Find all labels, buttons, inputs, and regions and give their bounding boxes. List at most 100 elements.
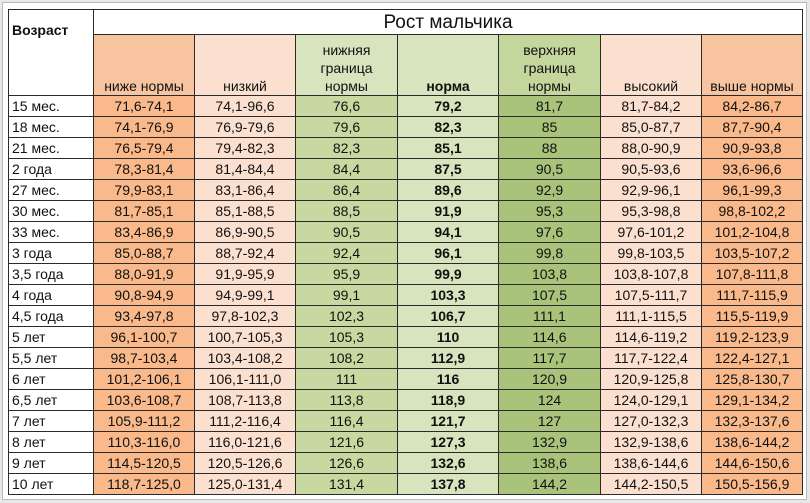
high-cell: 97,6-101,2 — [600, 221, 702, 243]
below-norm-cell: 114,5-120,5 — [93, 452, 195, 474]
table-row: 21 мес. 76,5-79,4 79,4-82,3 82,3 85,1 88 88,0-… — [8, 137, 803, 159]
high-cell: 107,5-111,7 — [600, 284, 702, 306]
lower-bound-cell: 121,6 — [295, 431, 398, 453]
age-cell: 4,5 года — [8, 305, 94, 327]
low-cell: 103,4-108,2 — [194, 347, 296, 369]
high-cell: 99,8-103,5 — [600, 242, 702, 264]
below-norm-cell: 105,9-111,2 — [93, 410, 195, 432]
age-cell: 5 лет — [8, 326, 94, 348]
header-upper-bound: верхняя граница нормы — [498, 34, 601, 96]
lower-bound-cell: 76,6 — [295, 95, 398, 117]
upper-bound-cell: 111,1 — [498, 305, 601, 327]
lower-bound-cell: 102,3 — [295, 305, 398, 327]
header-high: высокий — [600, 34, 702, 96]
norm-cell: 127,3 — [397, 431, 499, 453]
above-norm-cell: 111,7-115,9 — [701, 284, 803, 306]
upper-bound-cell: 92,9 — [498, 179, 601, 201]
low-cell: 74,1-96,6 — [194, 95, 296, 117]
norm-cell: 96,1 — [397, 242, 499, 264]
above-norm-cell: 132,3-137,6 — [701, 410, 803, 432]
lower-bound-cell: 131,4 — [295, 473, 398, 495]
norm-cell: 116 — [397, 368, 499, 390]
upper-bound-cell: 127 — [498, 410, 601, 432]
low-cell: 111,2-116,4 — [194, 410, 296, 432]
upper-bound-cell: 99,8 — [498, 242, 601, 264]
norm-cell: 79,2 — [397, 95, 499, 117]
table-row: 5,5 лет 98,7-103,4 103,4-108,2 108,2 112,9 11… — [8, 347, 803, 369]
header-low: низкий — [194, 34, 296, 96]
norm-cell: 99,9 — [397, 263, 499, 285]
high-cell: 124,0-129,1 — [600, 389, 702, 411]
below-norm-cell: 88,0-91,9 — [93, 263, 195, 285]
table-row: 33 мес. 83,4-86,9 86,9-90,5 90,5 94,1 97,6 97,… — [8, 221, 803, 243]
low-cell: 120,5-126,6 — [194, 452, 296, 474]
table-row: 3,5 года 88,0-91,9 91,9-95,9 95,9 99,9 103,8 1… — [8, 263, 803, 285]
norm-cell: 87,5 — [397, 158, 499, 180]
below-norm-cell: 76,5-79,4 — [93, 137, 195, 159]
age-cell: 6,5 лет — [8, 389, 94, 411]
table-row: 4 года 90,8-94,9 94,9-99,1 99,1 103,3 107,5 10… — [8, 284, 803, 306]
age-cell: 15 мес. — [8, 95, 94, 117]
above-norm-cell: 90,9-93,8 — [701, 137, 803, 159]
high-cell: 132,9-138,6 — [600, 431, 702, 453]
age-cell: 33 мес. — [8, 221, 94, 243]
upper-bound-cell: 107,5 — [498, 284, 601, 306]
upper-bound-cell: 95,3 — [498, 200, 601, 222]
age-cell: 21 мес. — [8, 137, 94, 159]
upper-bound-cell: 103,8 — [498, 263, 601, 285]
below-norm-cell: 79,9-83,1 — [93, 179, 195, 201]
below-norm-cell: 74,1-76,9 — [93, 116, 195, 138]
low-cell: 106,1-111,0 — [194, 368, 296, 390]
high-cell: 144,2-150,5 — [600, 473, 702, 495]
high-cell: 117,7-122,4 — [600, 347, 702, 369]
low-cell: 94,9-99,1 — [194, 284, 296, 306]
high-cell: 127,0-132,3 — [600, 410, 702, 432]
table-row: 9 лет 114,5-120,5 120,5-126,6 126,6 132,6 138… — [8, 452, 803, 474]
age-cell: 27 мес. — [8, 179, 94, 201]
norm-cell: 112,9 — [397, 347, 499, 369]
age-cell: 7 лет — [8, 410, 94, 432]
above-norm-cell: 98,8-102,2 — [701, 200, 803, 222]
upper-bound-cell: 114,6 — [498, 326, 601, 348]
table-row: 3 года 85,0-88,7 88,7-92,4 92,4 96,1 99,8 99,8… — [8, 242, 803, 264]
below-norm-cell: 110,3-116,0 — [93, 431, 195, 453]
norm-cell: 132,6 — [397, 452, 499, 474]
lower-bound-cell: 88,5 — [295, 200, 398, 222]
lower-bound-cell: 92,4 — [295, 242, 398, 264]
above-norm-cell: 138,6-144,2 — [701, 431, 803, 453]
growth-table: Возраст Рост мальчика ниже нормы низкий … — [8, 9, 803, 495]
norm-cell: 94,1 — [397, 221, 499, 243]
below-norm-cell: 96,1-100,7 — [93, 326, 195, 348]
age-cell: 4 года — [8, 284, 94, 306]
upper-bound-cell: 138,6 — [498, 452, 601, 474]
above-norm-cell: 150,5-156,9 — [701, 473, 803, 495]
low-cell: 97,8-102,3 — [194, 305, 296, 327]
below-norm-cell: 85,0-88,7 — [93, 242, 195, 264]
age-cell: 2 года — [8, 158, 94, 180]
high-cell: 114,6-119,2 — [600, 326, 702, 348]
lower-bound-cell: 126,6 — [295, 452, 398, 474]
lower-bound-cell: 84,4 — [295, 158, 398, 180]
header-below-norm: ниже нормы — [93, 34, 195, 96]
norm-cell: 103,3 — [397, 284, 499, 306]
table-row: 18 мес. 74,1-76,9 76,9-79,6 79,6 82,3 85 85,0-… — [8, 116, 803, 138]
low-cell: 108,7-113,8 — [194, 389, 296, 411]
low-cell: 88,7-92,4 — [194, 242, 296, 264]
age-cell: 3,5 года — [8, 263, 94, 285]
high-cell: 88,0-90,9 — [600, 137, 702, 159]
high-cell: 90,5-93,6 — [600, 158, 702, 180]
header-lower-bound: нижняя граница нормы — [295, 34, 398, 96]
upper-bound-cell: 124 — [498, 389, 601, 411]
upper-bound-cell: 97,6 — [498, 221, 601, 243]
table-row: 27 мес. 79,9-83,1 83,1-86,4 86,4 89,6 92,9 92,… — [8, 179, 803, 201]
high-cell: 92,9-96,1 — [600, 179, 702, 201]
low-cell: 91,9-95,9 — [194, 263, 296, 285]
lower-bound-cell: 99,1 — [295, 284, 398, 306]
low-cell: 81,4-84,4 — [194, 158, 296, 180]
low-cell: 85,1-88,5 — [194, 200, 296, 222]
norm-cell: 82,3 — [397, 116, 499, 138]
upper-bound-cell: 85 — [498, 116, 601, 138]
above-norm-cell: 144,6-150,6 — [701, 452, 803, 474]
upper-bound-cell: 88 — [498, 137, 601, 159]
